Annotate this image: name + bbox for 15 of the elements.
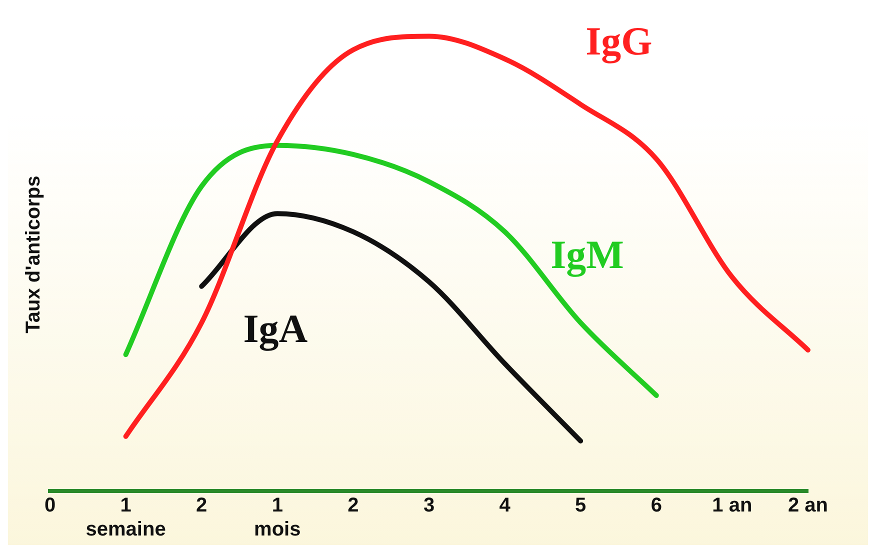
x-tick-label: 2 an [788, 494, 828, 517]
x-tick-label: 4 [499, 494, 512, 517]
x-tick-label: 1 semaine [86, 494, 166, 541]
series-label: IgA [243, 306, 308, 352]
x-tick-label: 3 [423, 494, 435, 517]
x-tick-label: 6 [650, 494, 662, 517]
x-tick-label: 1 an [712, 494, 752, 517]
x-tick-label: 2 [348, 494, 359, 517]
series-label: IgM [550, 232, 624, 278]
series-label: IgG [586, 18, 652, 64]
x-tick-label: 0 [44, 494, 56, 517]
x-tick-label: 2 [196, 494, 208, 517]
x-tick-label: 5 [575, 494, 586, 517]
x-tick-label: 1 mois [254, 494, 301, 541]
y-axis-title: Taux d'anticorps [22, 176, 45, 334]
